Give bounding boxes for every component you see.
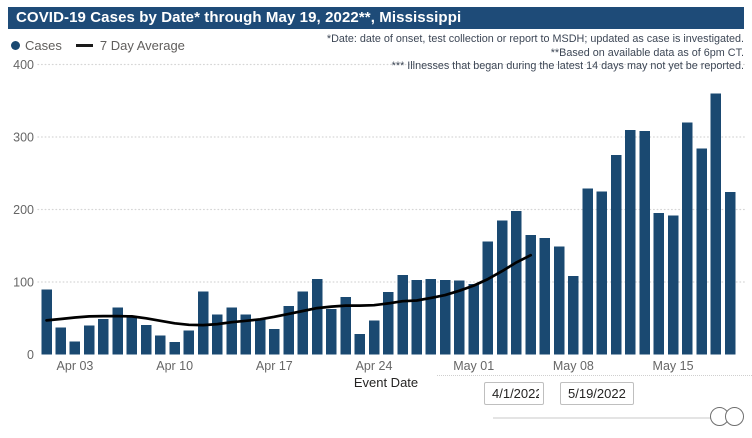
case-bar[interactable] <box>354 334 366 355</box>
x-axis-tick-label: Apr 17 <box>256 359 293 373</box>
case-bar[interactable] <box>568 276 579 355</box>
x-axis-tick-label: May 15 <box>653 359 694 373</box>
chart-legend: Cases 7 Day Average <box>11 37 185 53</box>
case-bar[interactable] <box>482 241 494 355</box>
footnote-line-3: *** Illnesses that began during the late… <box>391 60 744 73</box>
y-axis-tick-label: 300 <box>13 131 34 145</box>
case-bar[interactable] <box>610 155 622 355</box>
case-bar[interactable] <box>639 131 650 355</box>
case-bar[interactable] <box>625 129 636 355</box>
case-bar[interactable] <box>83 325 95 355</box>
case-bar[interactable] <box>411 279 422 355</box>
slider-handle-end[interactable] <box>725 407 744 426</box>
case-bar[interactable] <box>439 279 451 355</box>
case-bar[interactable] <box>425 279 437 355</box>
case-bar[interactable] <box>269 329 280 355</box>
case-bar[interactable] <box>240 314 252 355</box>
case-bar[interactable] <box>525 234 536 355</box>
case-bar[interactable] <box>183 330 195 355</box>
case-bar[interactable] <box>311 279 323 355</box>
case-bar[interactable] <box>112 307 123 355</box>
case-bar[interactable] <box>582 188 593 355</box>
y-axis-tick-label: 200 <box>13 203 34 217</box>
case-bar[interactable] <box>340 297 351 355</box>
legend-item-average[interactable]: 7 Day Average <box>99 37 185 53</box>
case-bar[interactable] <box>41 289 52 355</box>
case-bar[interactable] <box>653 213 665 355</box>
case-bar[interactable] <box>212 314 223 355</box>
x-axis-tick-label: May 01 <box>453 359 494 373</box>
footnote-line-1: *Date: date of onset, test collection or… <box>326 33 744 45</box>
legend-item-cases[interactable]: Cases <box>25 37 62 53</box>
case-bar[interactable] <box>283 305 294 355</box>
case-bar[interactable] <box>596 191 608 355</box>
case-bar[interactable] <box>511 210 522 355</box>
case-bar[interactable] <box>397 274 408 355</box>
case-bar[interactable] <box>197 291 209 355</box>
case-bar[interactable] <box>55 327 66 355</box>
y-axis-tick-label: 400 <box>13 58 34 72</box>
case-bar[interactable] <box>468 284 479 355</box>
footnotes: *Date: date of onset, test collection or… <box>327 33 744 74</box>
cases-legend-dot-icon <box>11 40 20 50</box>
case-bar[interactable] <box>155 335 166 355</box>
case-bar[interactable] <box>710 93 722 355</box>
case-bar[interactable] <box>326 308 337 355</box>
start-date-input[interactable] <box>484 382 544 405</box>
average-legend-line-icon <box>75 43 93 47</box>
case-bar[interactable] <box>126 316 138 355</box>
case-bar[interactable] <box>254 318 266 355</box>
case-bar[interactable] <box>667 215 679 355</box>
x-axis-tick-label: Apr 10 <box>156 359 193 373</box>
case-bar[interactable] <box>140 324 152 355</box>
case-bar[interactable] <box>682 122 693 355</box>
end-date-input[interactable] <box>560 382 634 405</box>
case-bar[interactable] <box>368 320 380 355</box>
case-bar[interactable] <box>98 318 109 355</box>
case-bar[interactable] <box>69 341 81 355</box>
case-bar[interactable] <box>696 148 707 355</box>
case-bar[interactable] <box>539 237 551 355</box>
y-axis-tick-label: 100 <box>13 276 34 290</box>
date-range-slider-track[interactable] <box>493 417 741 419</box>
x-axis-title: Event Date <box>353 375 419 390</box>
footnote-line-2: **Based on available data as of 6pm CT. <box>550 46 744 59</box>
x-axis-tick-label: Apr 03 <box>57 359 94 373</box>
case-bar[interactable] <box>454 280 465 355</box>
page-title: COVID-19 Cases by Date* through May 19, … <box>8 7 744 29</box>
case-bar[interactable] <box>226 307 237 355</box>
date-slicer-border <box>437 375 752 376</box>
x-axis-tick-label: May 08 <box>553 359 594 373</box>
seven-day-average-line <box>45 253 533 327</box>
case-bar[interactable] <box>383 292 394 355</box>
case-bar[interactable] <box>297 291 309 355</box>
case-bar[interactable] <box>724 192 736 355</box>
case-bar[interactable] <box>553 246 565 355</box>
x-axis-tick-label: Apr 24 <box>356 359 393 373</box>
y-axis-tick-label: 0 <box>27 348 34 362</box>
case-bar[interactable] <box>496 220 508 355</box>
case-bar[interactable] <box>169 342 180 355</box>
